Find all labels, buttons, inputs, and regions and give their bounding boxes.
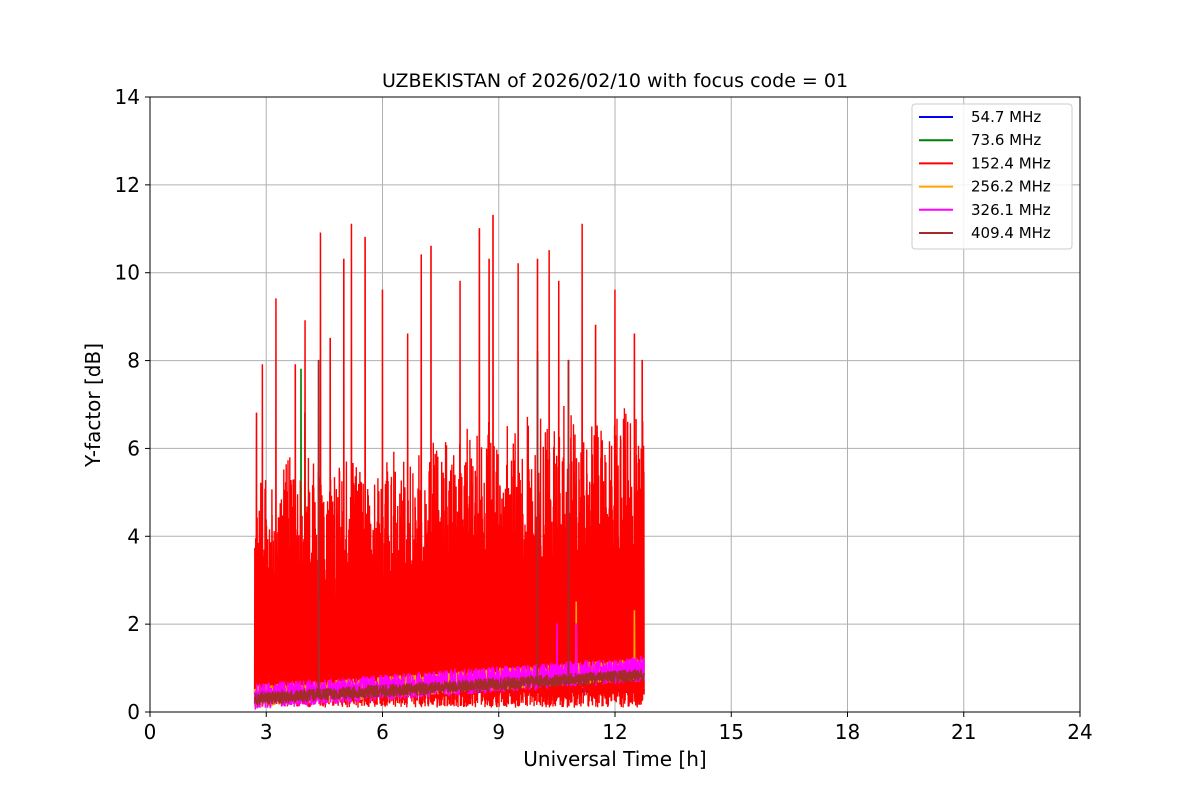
legend-label: 73.6 MHz [971,131,1041,149]
chart-title: UZBEKISTAN of 2026/02/10 with focus code… [382,70,848,92]
legend: 54.7 MHz 73.6 MHz 152.4 MHz 256.2 MHz 326.1… [911,103,1073,250]
y-tick-label: 12 [115,173,140,197]
x-tick-label: 0 [144,720,157,744]
x-tick-label: 12 [602,720,627,744]
x-tick-label: 18 [835,720,860,744]
y-tick-label: 0 [127,700,140,724]
y-tick-label: 2 [127,612,140,636]
y-tick-label: 6 [127,436,140,460]
legend-label: 54.7 MHz [971,108,1041,126]
x-tick-label: 9 [492,720,505,744]
x-axis-label: Universal Time [h] [523,747,706,771]
y-tick-label: 10 [115,261,140,285]
y-tick-label: 8 [127,349,140,373]
y-tick-label: 14 [115,85,140,109]
x-tick-label: 15 [719,720,744,744]
y-tick-label: 4 [127,524,140,548]
x-tick-label: 24 [1067,720,1092,744]
y-axis-label: Y-factor [dB] [81,343,105,468]
x-tick-label: 6 [376,720,389,744]
data-series-group [253,214,645,710]
legend-label: 409.4 MHz [971,224,1051,242]
x-tick-label: 21 [951,720,976,744]
legend-label: 256.2 MHz [971,178,1051,196]
legend-label: 152.4 MHz [971,154,1051,172]
legend-label: 326.1 MHz [971,201,1051,219]
series-line-5 [253,359,645,708]
x-tick-label: 3 [260,720,273,744]
series-line-2 [253,214,645,708]
